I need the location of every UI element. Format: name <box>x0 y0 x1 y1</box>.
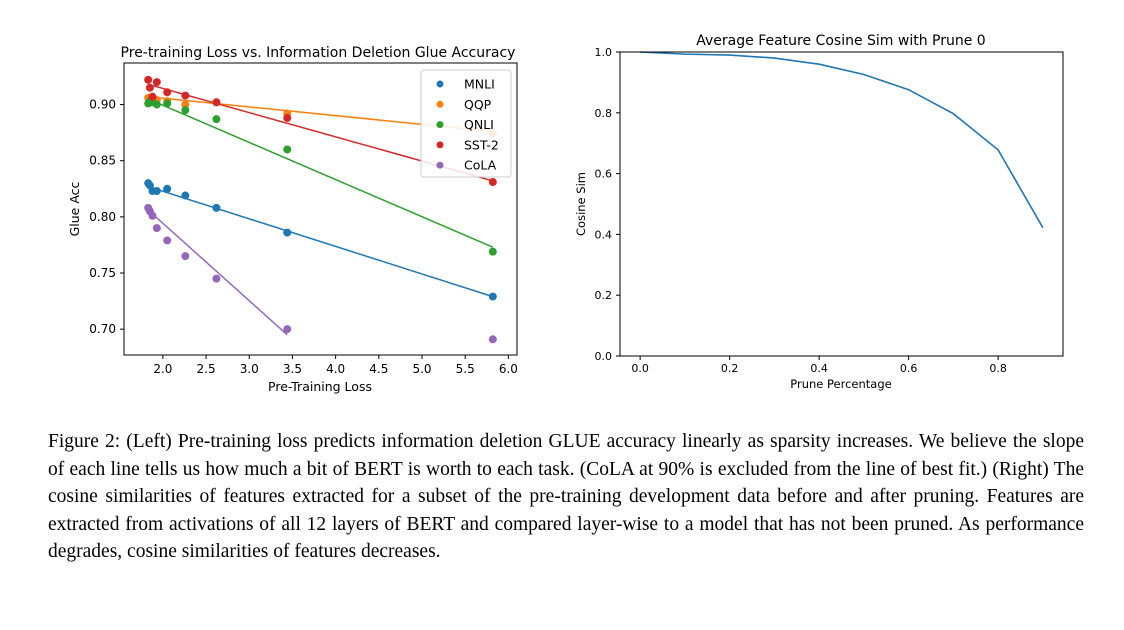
left-y-tick-label: 0.90 <box>89 98 116 112</box>
legend-marker-mnli <box>436 80 444 88</box>
right-y-tick-label: 1.0 <box>595 46 613 59</box>
point-cola <box>163 236 172 245</box>
point-qnli <box>152 100 161 109</box>
figure: Pre-training Loss vs. Information Deleti… <box>67 33 1064 394</box>
left-x-tick-label: 3.5 <box>283 362 302 376</box>
legend-label-qqp: QQP <box>464 97 492 112</box>
point-cola <box>181 252 190 261</box>
point-mnli <box>212 203 221 212</box>
right-x-tick-label: 0.0 <box>631 362 649 375</box>
point-qnli <box>163 99 172 108</box>
point-sst-2 <box>163 88 172 97</box>
right-chart-title: Average Feature Cosine Sim with Prune 0 <box>696 33 985 49</box>
point-sst-2 <box>212 98 221 107</box>
right-y-tick-label: 0.0 <box>595 350 613 363</box>
point-sst-2 <box>145 83 154 92</box>
legend-marker-qnli <box>436 121 444 129</box>
point-sst-2 <box>283 114 292 123</box>
left-y-tick-label: 0.70 <box>89 322 116 336</box>
legend-marker-sst-2 <box>436 141 444 149</box>
figure-caption: Figure 2: (Left) Pre-training loss predi… <box>48 431 1084 563</box>
legend-label-mnli: MNLI <box>464 77 495 92</box>
fit-line-qnli <box>147 98 494 248</box>
point-sst-2 <box>181 91 190 100</box>
right-chart: Average Feature Cosine Sim with Prune 0 … <box>574 33 1064 391</box>
legend-label-cola: CoLA <box>464 158 497 173</box>
point-mnli <box>152 187 161 196</box>
left-y-tick-label: 0.75 <box>89 266 116 280</box>
point-qqp <box>181 100 190 109</box>
right-y-tick-label: 0.8 <box>595 107 613 120</box>
point-sst-2 <box>148 92 157 101</box>
left-chart-legend: MNLI QQP QNLI SST-2 CoLA <box>420 69 512 178</box>
point-cola <box>148 211 157 220</box>
point-qnli <box>212 115 221 124</box>
legend-label-qnli: QNLI <box>464 117 494 132</box>
left-chart-points <box>144 75 497 344</box>
left-x-tick-label: 2.5 <box>197 362 216 376</box>
point-mnli <box>283 228 292 237</box>
left-x-tick-label: 6.0 <box>499 362 518 376</box>
fit-line-mnli <box>147 185 494 298</box>
right-chart-ylabel: Cosine Sim <box>574 172 588 236</box>
left-y-tick-label: 0.80 <box>89 210 116 224</box>
point-sst-2 <box>152 78 161 87</box>
legend-marker-qqp <box>436 100 444 108</box>
right-x-tick-label: 0.8 <box>989 362 1007 375</box>
left-chart-xlabel: Pre-Training Loss <box>268 379 372 394</box>
right-y-tick-label: 0.4 <box>595 228 613 241</box>
cosine-sim-line <box>640 51 1044 229</box>
left-x-tick-label: 2.0 <box>153 362 172 376</box>
left-chart-frame <box>123 62 518 356</box>
left-x-tick-label: 4.5 <box>369 362 388 376</box>
point-cola <box>152 224 161 233</box>
point-qnli <box>181 106 190 115</box>
legend-label-sst-2: SST-2 <box>464 137 499 152</box>
left-chart-title: Pre-training Loss vs. Information Deleti… <box>121 45 516 61</box>
point-sst-2 <box>144 75 153 84</box>
left-chart-ylabel: Glue Acc <box>67 181 82 236</box>
point-qnli <box>488 247 497 256</box>
point-mnli <box>163 184 172 193</box>
right-x-tick-label: 0.6 <box>900 362 918 375</box>
left-y-tick-label: 0.85 <box>89 154 116 168</box>
right-x-tick-label: 0.4 <box>810 362 828 375</box>
left-chart-ticks: 2.0 2.5 3.0 3.5 4.0 4.5 5.0 5.5 6.0 0.70 0.75 0.80 0… <box>89 98 518 376</box>
point-qnli <box>283 145 292 154</box>
right-y-tick-label: 0.6 <box>595 168 613 181</box>
point-sst-2 <box>488 178 497 187</box>
legend-marker-cola <box>436 161 444 169</box>
left-x-tick-label: 5.5 <box>456 362 475 376</box>
point-mnli <box>488 292 497 301</box>
right-chart-frame <box>619 51 1064 357</box>
right-x-tick-label: 0.2 <box>721 362 739 375</box>
left-x-tick-label: 4.0 <box>326 362 345 376</box>
right-y-tick-label: 0.2 <box>595 289 613 302</box>
point-cola <box>488 335 497 344</box>
fit-line-cola <box>147 209 288 336</box>
point-cola <box>283 325 292 334</box>
left-chart: Pre-training Loss vs. Information Deleti… <box>67 45 518 394</box>
point-mnli <box>181 191 190 200</box>
right-chart-xlabel: Prune Percentage <box>790 377 891 391</box>
left-x-tick-label: 5.0 <box>412 362 431 376</box>
right-chart-ticks: 0.0 0.2 0.4 0.6 0.8 0.0 0.2 0.4 0.6 0.8 1.0 <box>595 46 1007 375</box>
left-x-tick-label: 3.0 <box>240 362 259 376</box>
legend-frame <box>420 69 512 178</box>
point-cola <box>212 274 221 283</box>
right-chart-lines <box>640 51 1044 229</box>
